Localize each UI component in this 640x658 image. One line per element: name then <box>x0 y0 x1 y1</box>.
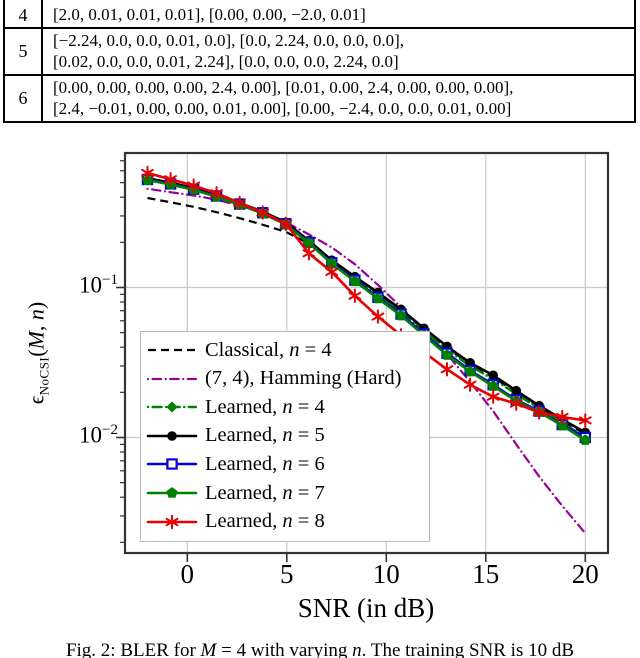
legend-label: Learned, n = 5 <box>205 424 325 447</box>
row-index: 6 <box>4 75 43 122</box>
legend-entry: Learned, n = 7 <box>146 479 325 507</box>
legend-line-sample <box>146 401 198 413</box>
vector-line: [0.02, 0.0, 0.0, 0.01, 2.24], [0.0, 0.0,… <box>53 52 399 71</box>
row-index: 5 <box>4 28 43 75</box>
vector-line: [2.0, 0.01, 0.01, 0.01], [0.00, 0.00, −2… <box>53 5 366 24</box>
table-row: 5 [−2.24, 0.0, 0.0, 0.01, 0.0], [0.0, 2.… <box>4 28 635 75</box>
vector-line: [−2.24, 0.0, 0.0, 0.01, 0.0], [0.0, 2.24… <box>53 31 404 50</box>
x-tick-label: 5 <box>280 559 294 589</box>
x-tick-label: 20 <box>571 559 599 589</box>
table-row: 4 [2.0, 0.01, 0.01, 0.01], [0.00, 0.00, … <box>4 0 635 28</box>
legend-entry: Classical, n = 4 <box>146 336 332 364</box>
x-axis-label: SNR (in dB) <box>297 593 435 623</box>
vector-line: [0.00, 0.00, 0.00, 0.00, 2.4, 0.00], [0.… <box>53 78 514 97</box>
legend-label: Classical, n = 4 <box>205 338 332 361</box>
coefficients-table: 4 [2.0, 0.01, 0.01, 0.01], [0.00, 0.00, … <box>3 0 636 123</box>
legend-line-sample <box>146 430 198 441</box>
x-tick-label: 10 <box>372 559 400 589</box>
chart-legend: Classical, n = 4 (7, 4), Hamming (Hard) … <box>140 331 430 542</box>
x-tick-label: 15 <box>472 559 500 589</box>
legend-entry: Learned, n = 6 <box>146 450 325 478</box>
legend-label: Learned, n = 8 <box>205 510 325 533</box>
y-tick-label: 10−1 <box>79 272 118 298</box>
legend-label: (7, 4), Hamming (Hard) <box>205 367 402 390</box>
legend-entry: Learned, n = 4 <box>146 393 325 421</box>
y-tick-label: 10−2 <box>79 422 118 448</box>
legend-label: Learned, n = 4 <box>205 395 325 418</box>
legend-line-sample <box>146 514 198 529</box>
table-row: 6 [0.00, 0.00, 0.00, 0.00, 2.4, 0.00], [… <box>4 75 635 122</box>
legend-line-sample <box>146 458 198 471</box>
legend-line-sample <box>146 487 198 498</box>
row-values: [0.00, 0.00, 0.00, 0.00, 2.4, 0.00], [0.… <box>42 75 635 122</box>
row-values: [2.0, 0.01, 0.01, 0.01], [0.00, 0.00, −2… <box>42 0 635 28</box>
y-axis-label: ϵNoCSI(M, n) <box>23 301 52 405</box>
legend-entry: Learned, n = 5 <box>146 422 325 450</box>
legend-label: Learned, n = 6 <box>205 452 325 475</box>
row-values: [−2.24, 0.0, 0.0, 0.01, 0.0], [0.0, 2.24… <box>42 28 635 75</box>
legend-label: Learned, n = 7 <box>205 481 325 504</box>
row-index: 4 <box>4 0 43 28</box>
vector-line: [2.4, −0.01, 0.00, 0.00, 0.01, 0.00], [0… <box>53 99 512 118</box>
legend-entry: (7, 4), Hamming (Hard) <box>146 365 401 393</box>
legend-line-sample <box>148 348 196 352</box>
figure-caption: Fig. 2: BLER for M = 4 with varying n. T… <box>65 640 575 658</box>
legend-entry: Learned, n = 8 <box>146 508 325 536</box>
legend-line-sample <box>146 377 198 380</box>
x-tick-label: 0 <box>180 559 195 589</box>
